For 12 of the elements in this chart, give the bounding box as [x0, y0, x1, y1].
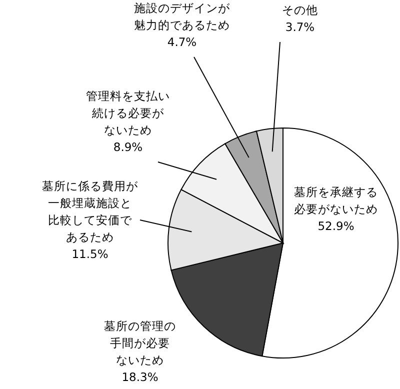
slice-label: 管理料を支払い続ける必要がないため: [86, 89, 170, 137]
slice-label: 施設のデザインが魅力的であるため: [134, 1, 231, 32]
data-label: 18.3%: [122, 370, 158, 384]
slice-label: 墓所を承継する必要がないため: [294, 185, 378, 216]
data-label: 52.9%: [318, 219, 354, 233]
data-label: 4.7%: [167, 35, 197, 49]
data-label: 11.5%: [72, 247, 108, 261]
data-label: 8.9%: [113, 140, 143, 154]
slice-label: 墓所に係る費用が一般埋蔵施設と比較して安価であるため: [42, 179, 139, 244]
slice-label: 墓所の管理の手間が必要ないため: [104, 319, 176, 367]
data-label: 3.7%: [285, 20, 315, 34]
slice-label: その他: [282, 3, 318, 17]
